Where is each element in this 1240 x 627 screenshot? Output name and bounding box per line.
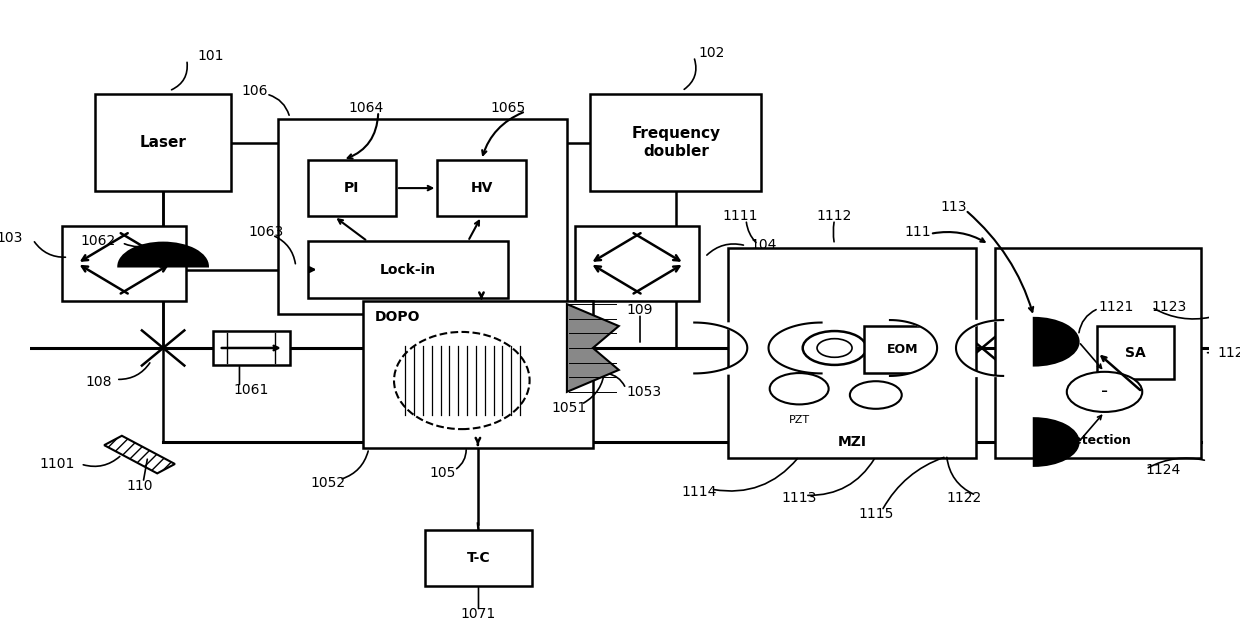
Text: 110: 110 [126, 479, 153, 493]
Polygon shape [104, 436, 175, 473]
FancyArrowPatch shape [1154, 308, 1210, 319]
FancyBboxPatch shape [994, 248, 1202, 458]
Text: EOM: EOM [887, 343, 918, 356]
Text: 1053: 1053 [626, 385, 661, 399]
FancyArrowPatch shape [1148, 458, 1204, 468]
Polygon shape [567, 304, 619, 392]
Text: 109: 109 [626, 303, 653, 317]
FancyArrowPatch shape [1079, 310, 1096, 333]
FancyBboxPatch shape [308, 241, 508, 298]
Text: 1114: 1114 [681, 485, 717, 499]
FancyArrowPatch shape [746, 222, 756, 243]
Text: 106: 106 [242, 84, 268, 98]
Text: Lock-in: Lock-in [379, 263, 435, 277]
Text: 1113: 1113 [781, 492, 817, 505]
Text: 1123: 1123 [1152, 300, 1187, 314]
FancyArrowPatch shape [947, 457, 973, 494]
Text: 102: 102 [698, 46, 724, 60]
Text: Frequency
doubler: Frequency doubler [631, 127, 720, 159]
Wedge shape [1034, 318, 1079, 366]
Text: T-C: T-C [466, 551, 490, 565]
Text: Detection: Detection [1064, 434, 1132, 446]
Text: 108: 108 [86, 376, 112, 389]
Text: 1061: 1061 [233, 383, 269, 398]
Circle shape [770, 373, 828, 404]
FancyBboxPatch shape [1097, 326, 1174, 379]
FancyArrowPatch shape [684, 59, 696, 90]
FancyArrowPatch shape [35, 242, 66, 257]
FancyArrowPatch shape [707, 244, 744, 255]
FancyArrowPatch shape [83, 456, 120, 466]
FancyBboxPatch shape [278, 119, 567, 314]
Text: 1122: 1122 [946, 492, 982, 505]
Circle shape [817, 339, 852, 357]
Text: PZT: PZT [789, 415, 810, 425]
Text: 1052: 1052 [310, 476, 345, 490]
Text: 1101: 1101 [40, 457, 74, 471]
FancyBboxPatch shape [575, 226, 699, 301]
FancyBboxPatch shape [425, 530, 532, 586]
Text: HV: HV [470, 181, 492, 195]
FancyBboxPatch shape [363, 301, 593, 448]
Text: 1063: 1063 [249, 225, 284, 239]
FancyBboxPatch shape [590, 94, 761, 191]
FancyBboxPatch shape [62, 226, 186, 301]
Text: 1051: 1051 [552, 401, 587, 414]
FancyArrowPatch shape [482, 112, 523, 155]
Text: 1112: 1112 [817, 209, 852, 223]
Text: 1115: 1115 [858, 507, 894, 521]
Text: 101: 101 [197, 50, 223, 63]
Text: 113: 113 [940, 200, 967, 214]
FancyArrowPatch shape [347, 114, 378, 159]
Circle shape [849, 381, 901, 409]
Ellipse shape [394, 332, 529, 429]
Text: 1064: 1064 [348, 101, 384, 115]
FancyBboxPatch shape [864, 326, 941, 373]
FancyBboxPatch shape [438, 160, 526, 216]
FancyArrowPatch shape [807, 459, 874, 495]
FancyArrowPatch shape [144, 459, 148, 480]
Text: Laser: Laser [140, 135, 186, 150]
Text: 104: 104 [750, 238, 777, 251]
FancyArrowPatch shape [269, 95, 289, 115]
Wedge shape [118, 243, 208, 266]
Text: 103: 103 [0, 231, 22, 245]
FancyArrowPatch shape [275, 236, 295, 264]
FancyArrowPatch shape [171, 62, 187, 90]
FancyArrowPatch shape [119, 363, 150, 379]
FancyArrowPatch shape [584, 369, 605, 403]
Text: MZI: MZI [838, 435, 867, 449]
FancyArrowPatch shape [456, 450, 466, 468]
Text: 1111: 1111 [723, 209, 758, 223]
FancyArrowPatch shape [967, 212, 1033, 312]
FancyArrowPatch shape [608, 374, 625, 386]
Text: 1062: 1062 [81, 234, 115, 248]
FancyBboxPatch shape [728, 248, 976, 458]
FancyArrowPatch shape [124, 244, 151, 247]
Circle shape [802, 331, 867, 365]
FancyBboxPatch shape [308, 160, 396, 216]
Text: 1121: 1121 [1099, 300, 1135, 314]
FancyArrowPatch shape [713, 458, 797, 491]
Text: -: - [1101, 382, 1109, 401]
FancyArrowPatch shape [883, 457, 944, 508]
Text: 1124: 1124 [1146, 463, 1180, 477]
FancyArrowPatch shape [342, 451, 368, 479]
Text: 111: 111 [905, 225, 931, 239]
Text: 1065: 1065 [490, 101, 526, 115]
FancyBboxPatch shape [213, 331, 290, 365]
FancyArrowPatch shape [932, 232, 985, 242]
Wedge shape [1034, 418, 1079, 466]
Text: 112: 112 [1218, 345, 1240, 360]
Circle shape [1066, 372, 1142, 412]
Text: SA: SA [1126, 345, 1146, 360]
Text: DOPO: DOPO [374, 310, 420, 324]
FancyBboxPatch shape [95, 94, 231, 191]
Text: PI: PI [343, 181, 360, 195]
Text: 105: 105 [429, 466, 456, 480]
Text: 1071: 1071 [461, 608, 496, 621]
